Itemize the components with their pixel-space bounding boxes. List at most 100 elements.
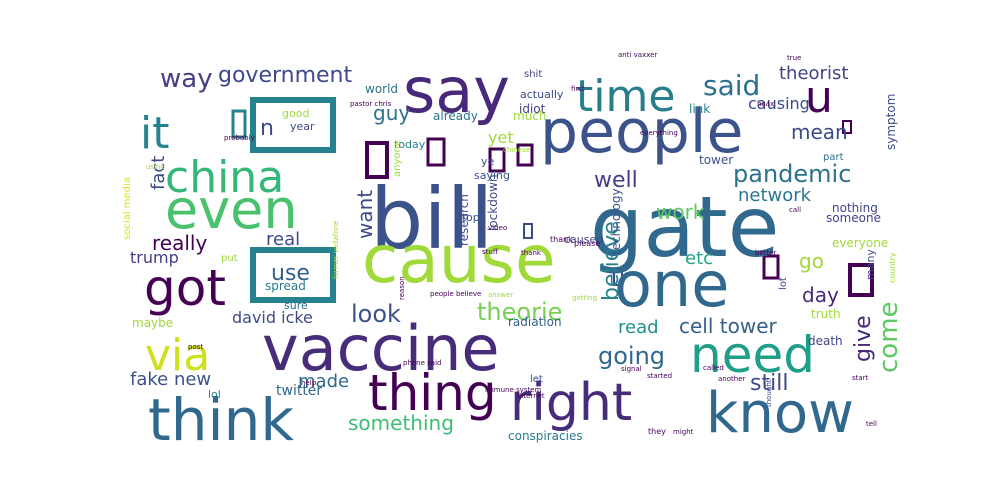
cloud-word: another xyxy=(718,375,745,383)
cloud-word: etc xyxy=(685,248,713,269)
cloud-word: caused xyxy=(564,233,603,246)
missing-glyph-box xyxy=(848,263,874,297)
cloud-word: pandemic xyxy=(733,160,851,188)
cloud-word: still xyxy=(750,371,788,396)
cloud-word: they xyxy=(648,427,666,436)
cloud-word: n xyxy=(260,116,274,141)
cloud-word: spread xyxy=(265,279,306,293)
cloud-word: already xyxy=(433,109,478,123)
cloud-word: tell xyxy=(866,420,877,428)
cloud-word: people believe xyxy=(430,290,481,298)
cloud-word: call xyxy=(789,206,801,214)
cloud-word: reason xyxy=(398,276,406,300)
cloud-word: nothing xyxy=(832,201,878,215)
missing-glyph-box xyxy=(762,254,780,280)
cloud-word: government xyxy=(218,63,352,88)
cloud-word: read xyxy=(618,317,659,338)
cloud-word: work xyxy=(656,200,705,224)
cloud-word: symptom xyxy=(884,94,898,150)
cloud-word: one xyxy=(614,248,729,321)
cloud-word: video xyxy=(488,224,507,232)
cloud-word: death xyxy=(808,334,843,348)
cloud-word: go xyxy=(799,249,824,273)
cloud-word: yet xyxy=(488,128,514,147)
cloud-word: lol xyxy=(208,388,221,401)
missing-glyph-box xyxy=(613,270,623,286)
cloud-word: said xyxy=(703,69,760,102)
cloud-word: way xyxy=(160,64,213,94)
cloud-word: maybe xyxy=(132,316,173,330)
cloud-word: via xyxy=(145,330,210,381)
cloud-word: it xyxy=(140,108,169,159)
cloud-word: probably xyxy=(224,134,255,142)
cloud-word: anyone xyxy=(392,140,403,177)
cloud-word: year xyxy=(290,120,315,133)
cloud-word: really xyxy=(152,231,207,255)
cloud-word: come xyxy=(874,301,904,373)
cloud-word: internet xyxy=(517,392,545,400)
cloud-word: actually xyxy=(520,88,564,101)
missing-glyph-box-large xyxy=(250,97,336,153)
cloud-word: fake new xyxy=(130,369,211,390)
cloud-word: causing xyxy=(748,94,810,113)
cloud-word: saying xyxy=(474,169,510,182)
cloud-word: thank xyxy=(550,235,573,244)
cloud-word: better xyxy=(755,249,777,257)
cloud-word: time xyxy=(576,71,675,122)
cloud-word: fact xyxy=(148,156,169,190)
cloud-word: day xyxy=(802,283,839,307)
cloud-word: tower xyxy=(699,153,733,167)
cloud-word: believe xyxy=(599,221,624,301)
cloud-word: need xyxy=(690,326,815,384)
cloud-word: first xyxy=(571,85,585,93)
cloud-word: please xyxy=(574,239,600,248)
cloud-word: idiot xyxy=(519,102,546,116)
cloud-word: post xyxy=(188,343,203,351)
cloud-word: real xyxy=(266,229,300,250)
cloud-word: lot xyxy=(778,277,789,290)
cloud-word: china xyxy=(165,152,284,203)
cloud-word: called xyxy=(703,364,724,372)
missing-glyph-box xyxy=(426,137,446,167)
cloud-word: research xyxy=(457,194,471,246)
cloud-word: someone xyxy=(826,211,881,225)
cloud-word: part xyxy=(823,152,844,163)
cloud-word: david icke xyxy=(232,308,313,327)
cloud-word: chinese xyxy=(503,146,530,154)
cloud-word: true xyxy=(787,54,801,62)
cloud-word: made xyxy=(298,371,349,392)
cloud-word: know xyxy=(706,381,854,446)
cloud-word: ye xyxy=(481,155,495,168)
missing-glyph-box xyxy=(516,143,534,167)
cloud-word: thank xyxy=(521,249,542,257)
cloud-word: conspiracies xyxy=(508,429,583,443)
missing-glyph-box xyxy=(231,109,247,139)
cloud-word: technology xyxy=(609,188,623,255)
cloud-word: network xyxy=(738,185,812,206)
cloud-word: many xyxy=(864,249,877,280)
cloud-word: well xyxy=(594,168,638,193)
cloud-word: look xyxy=(351,300,401,328)
cloud-word: much xyxy=(513,109,547,123)
cloud-word: hoax xyxy=(757,100,774,108)
cloud-word: even xyxy=(165,178,298,241)
missing-glyph-box-large xyxy=(250,247,336,303)
cloud-word: trump xyxy=(130,248,179,267)
cloud-word: gate xyxy=(590,178,779,276)
cloud-word: pastor chris xyxy=(350,100,392,108)
cloud-word: help xyxy=(301,379,317,387)
cloud-word: give xyxy=(851,315,876,362)
cloud-word: everyone xyxy=(832,236,888,250)
cloud-word: sure xyxy=(284,299,308,312)
cloud-word: theorie xyxy=(477,298,562,326)
cloud-word: theorist xyxy=(779,63,848,84)
cloud-word: phone said xyxy=(403,359,441,367)
cloud-word: say xyxy=(403,54,510,127)
cloud-word: link xyxy=(689,102,710,116)
cloud-word: anti vaxxer xyxy=(618,51,657,59)
missing-glyph-box xyxy=(488,147,506,173)
cloud-word: right xyxy=(510,373,632,433)
cloud-word: got xyxy=(144,259,226,317)
